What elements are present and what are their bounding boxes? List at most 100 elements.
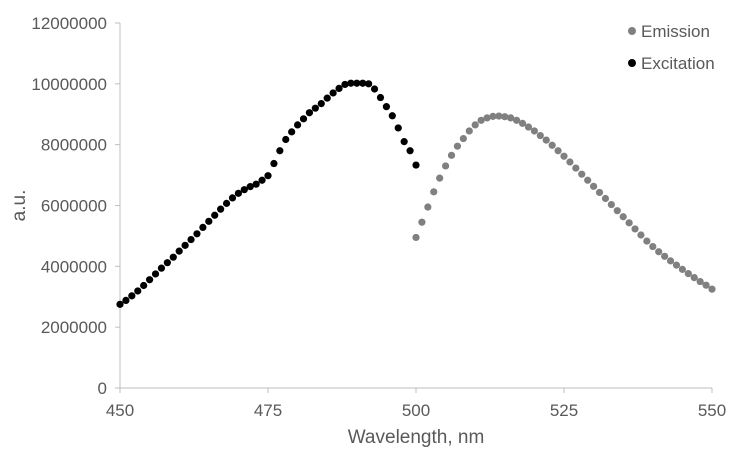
x-axis-title: Wavelength, nm bbox=[348, 427, 485, 448]
data-point bbox=[305, 109, 314, 117]
data-point bbox=[453, 142, 462, 150]
data-point bbox=[199, 223, 207, 231]
data-point bbox=[163, 259, 171, 267]
data-point bbox=[524, 123, 533, 131]
data-point bbox=[501, 113, 509, 121]
data-point bbox=[702, 281, 710, 289]
data-point bbox=[222, 199, 231, 207]
data-point bbox=[294, 121, 302, 129]
x-tick-label: 450 bbox=[106, 401, 134, 420]
data-point bbox=[365, 80, 373, 88]
data-point bbox=[530, 127, 539, 135]
data-point bbox=[672, 261, 681, 269]
data-point bbox=[276, 147, 284, 155]
data-point bbox=[619, 213, 627, 221]
data-point bbox=[329, 89, 337, 97]
data-point bbox=[217, 205, 225, 213]
data-point bbox=[436, 174, 444, 182]
data-point bbox=[613, 207, 621, 215]
data-point bbox=[299, 115, 308, 123]
data-point bbox=[661, 252, 669, 260]
data-point bbox=[211, 211, 219, 219]
data-point bbox=[205, 217, 213, 225]
data-point bbox=[554, 147, 562, 155]
data-point bbox=[459, 134, 467, 143]
data-point bbox=[465, 127, 473, 135]
data-point bbox=[578, 170, 586, 178]
y-tick-labels: 0 2000000 4000000 6000000 8000000 10000000 120… bbox=[31, 14, 120, 398]
data-point bbox=[376, 93, 385, 102]
series-emission bbox=[412, 112, 716, 293]
data-point bbox=[708, 285, 716, 293]
data-point bbox=[625, 219, 633, 227]
data-point bbox=[655, 248, 663, 256]
data-point bbox=[548, 141, 556, 149]
x-tick-labels: 450 475 500 525 550 bbox=[106, 388, 726, 420]
data-point bbox=[335, 84, 343, 92]
data-point bbox=[146, 276, 154, 284]
data-point bbox=[400, 138, 408, 146]
data-point bbox=[447, 151, 456, 159]
data-point bbox=[187, 235, 195, 244]
y-tick-label: 0 bbox=[98, 379, 107, 398]
legend-item-excitation: Excitation bbox=[628, 54, 715, 73]
data-point bbox=[590, 182, 598, 190]
data-point bbox=[406, 147, 414, 155]
data-point bbox=[116, 300, 124, 308]
data-point bbox=[643, 237, 651, 245]
data-point bbox=[696, 277, 704, 286]
data-point bbox=[607, 200, 615, 209]
data-point bbox=[572, 164, 580, 172]
legend: Emission Excitation bbox=[628, 22, 715, 73]
data-point bbox=[424, 203, 432, 211]
data-point bbox=[394, 124, 402, 132]
data-point bbox=[246, 183, 254, 191]
data-point bbox=[507, 114, 515, 122]
data-series bbox=[116, 79, 716, 308]
data-point bbox=[323, 94, 331, 102]
data-point bbox=[317, 100, 325, 108]
data-point bbox=[584, 176, 592, 184]
data-point bbox=[382, 103, 390, 111]
data-point bbox=[388, 112, 396, 120]
data-point bbox=[181, 241, 189, 249]
data-point bbox=[122, 296, 130, 304]
data-point bbox=[140, 281, 148, 290]
data-point bbox=[666, 257, 675, 265]
data-point bbox=[684, 270, 692, 278]
data-point bbox=[560, 152, 568, 160]
data-point bbox=[282, 135, 290, 144]
data-point bbox=[370, 85, 379, 93]
y-tick-label: 12000000 bbox=[31, 14, 107, 33]
data-point bbox=[175, 247, 183, 255]
data-point bbox=[513, 116, 521, 124]
data-point bbox=[252, 180, 260, 188]
y-axis-title: a.u. bbox=[9, 190, 30, 222]
data-point bbox=[270, 159, 278, 168]
data-point bbox=[151, 270, 160, 278]
data-point bbox=[412, 161, 420, 169]
legend-label: Emission bbox=[641, 22, 710, 41]
data-point bbox=[495, 112, 503, 120]
data-point bbox=[258, 176, 266, 184]
y-tick-label: 10000000 bbox=[31, 75, 107, 94]
data-point bbox=[353, 79, 361, 87]
series-excitation bbox=[116, 79, 420, 308]
data-point bbox=[595, 188, 604, 197]
data-point bbox=[518, 119, 527, 127]
data-point bbox=[637, 231, 645, 239]
data-point bbox=[228, 194, 237, 202]
data-point bbox=[311, 104, 319, 112]
data-point bbox=[288, 128, 296, 136]
data-point bbox=[649, 242, 657, 251]
data-point bbox=[566, 158, 574, 166]
data-point bbox=[128, 292, 136, 300]
data-point bbox=[193, 230, 201, 238]
x-tick-label: 475 bbox=[254, 401, 282, 420]
data-point bbox=[442, 162, 450, 170]
data-point bbox=[169, 253, 177, 261]
data-point bbox=[483, 114, 491, 122]
data-point bbox=[678, 265, 687, 273]
